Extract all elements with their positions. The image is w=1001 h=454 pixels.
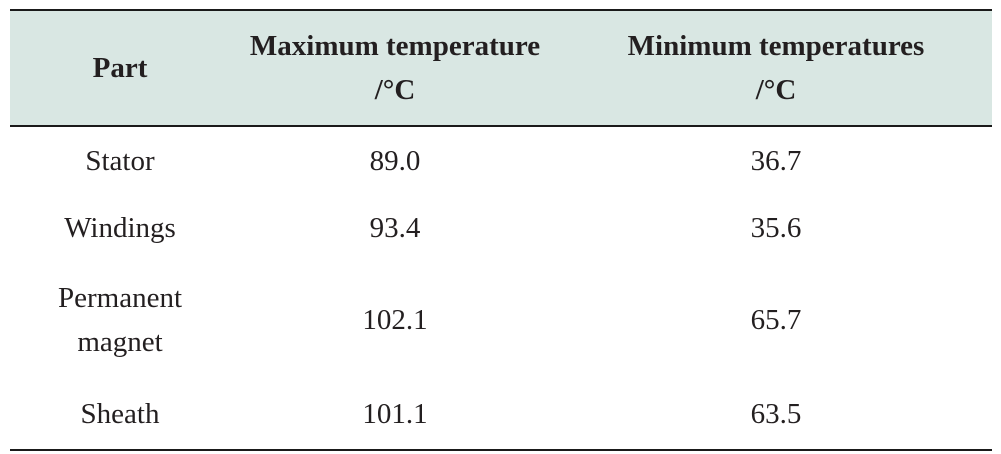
part-name: Stator — [85, 144, 155, 177]
header-max-unit: /°C — [374, 74, 416, 106]
header-part: Part — [10, 11, 230, 125]
part-name: Sheath — [80, 398, 160, 430]
max-value: 93.4 — [369, 211, 421, 244]
cell-min: 36.7 — [560, 127, 992, 194]
part-name-continued: magnet — [77, 326, 163, 358]
min-value: 63.5 — [750, 398, 802, 430]
min-value: 35.6 — [750, 211, 802, 244]
cell-max: 89.0 — [230, 127, 560, 194]
cell-max: 93.4 — [230, 194, 560, 261]
max-value: 102.1 — [362, 304, 428, 336]
cell-min: 35.6 — [560, 194, 992, 261]
table-row: Permanent magnet 102.1 65.7 — [10, 261, 992, 379]
cell-part: Stator — [10, 127, 230, 194]
cell-part: Windings — [10, 194, 230, 261]
table-row: Windings 93.4 35.6 — [10, 194, 992, 261]
min-value: 36.7 — [750, 144, 802, 177]
cell-max: 101.1 — [230, 379, 560, 449]
part-name: Windings — [64, 211, 176, 244]
cell-max: 102.1 — [230, 261, 560, 379]
table-bottom-rule — [10, 449, 992, 451]
max-value: 89.0 — [369, 144, 421, 177]
cell-min: 63.5 — [560, 379, 992, 449]
header-max-temperature: Maximum temperature /°C — [230, 11, 560, 125]
header-min-unit: /°C — [755, 74, 797, 106]
min-value: 65.7 — [750, 304, 802, 336]
table-header-row: Part Maximum temperature /°C Minimum tem… — [10, 9, 992, 127]
max-value: 101.1 — [362, 398, 428, 430]
table-row: Sheath 101.1 63.5 — [10, 379, 992, 449]
header-min-label: Minimum temperatures — [627, 30, 925, 62]
table-body: Stator 89.0 36.7 Windings 93.4 35.6 Perm… — [10, 127, 992, 449]
table-row: Stator 89.0 36.7 — [10, 127, 992, 194]
cell-min: 65.7 — [560, 261, 992, 379]
header-min-temperature: Minimum temperatures /°C — [560, 11, 992, 125]
header-part-label: Part — [92, 52, 148, 84]
cell-part: Permanent magnet — [10, 261, 230, 379]
cell-part: Sheath — [10, 379, 230, 449]
header-max-label: Maximum temperature — [249, 30, 541, 62]
part-name: Permanent — [57, 282, 182, 314]
